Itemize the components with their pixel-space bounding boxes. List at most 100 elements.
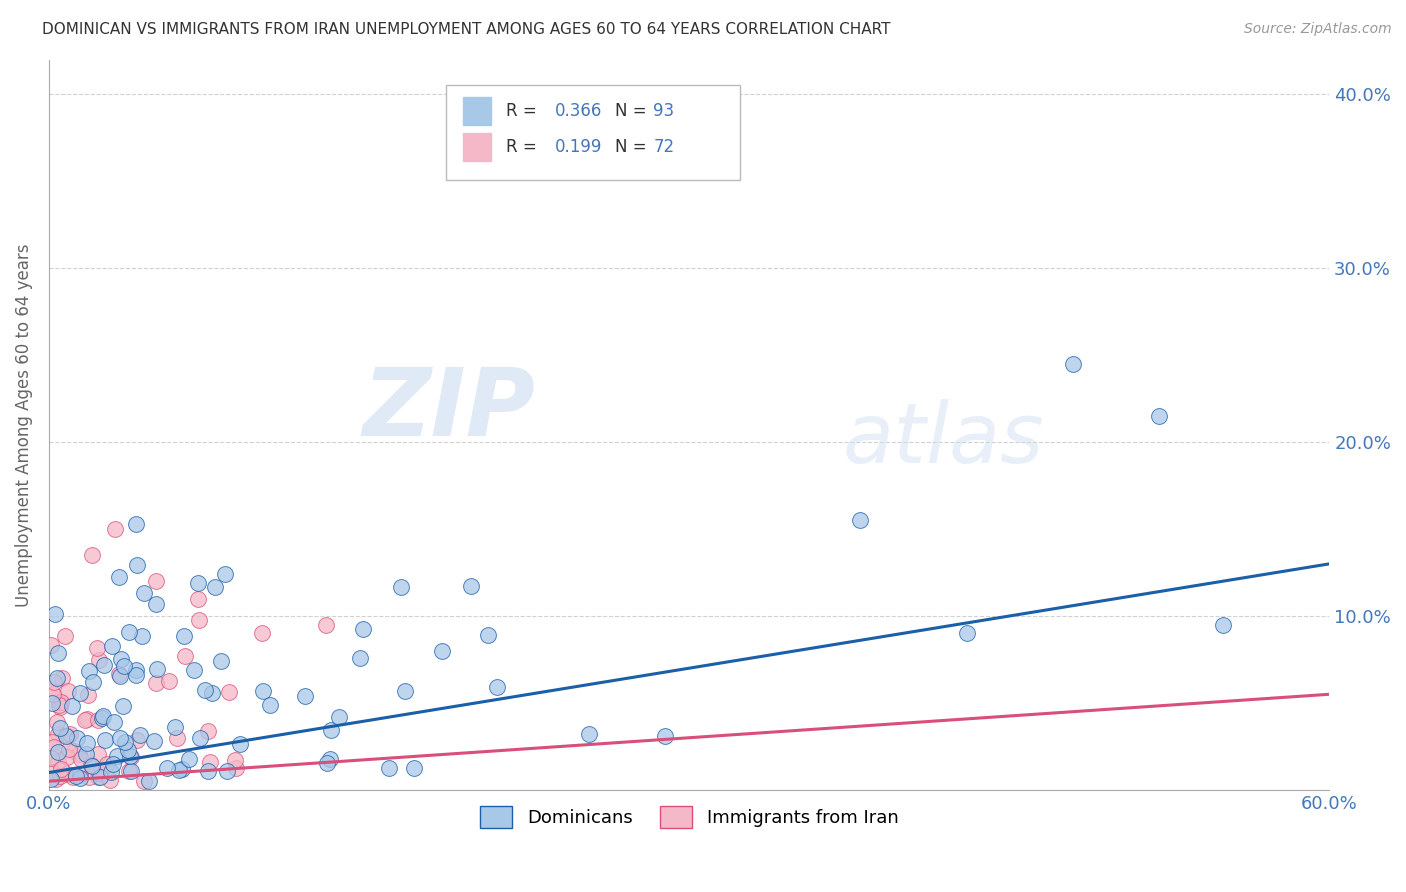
Point <box>76 713 98 727</box>
Point <box>46 714 69 729</box>
Point <box>107 569 129 583</box>
Point <box>93 657 115 672</box>
Bar <box>463 97 491 125</box>
Point <box>127 558 149 573</box>
Point <box>117 764 139 778</box>
Point <box>120 749 142 764</box>
Point <box>157 673 180 688</box>
Point <box>49 695 72 709</box>
Point <box>187 576 209 591</box>
Point <box>77 689 100 703</box>
Point <box>77 664 100 678</box>
Point <box>127 732 149 747</box>
Point <box>86 747 108 762</box>
Point <box>319 723 342 737</box>
Point <box>44 740 66 755</box>
Point <box>145 597 167 611</box>
Point <box>197 764 219 779</box>
Point <box>44 607 66 622</box>
Point <box>46 726 69 740</box>
Point <box>394 683 416 698</box>
Point <box>174 649 197 664</box>
Point <box>42 675 65 690</box>
Point <box>111 699 134 714</box>
Point <box>103 714 125 729</box>
Text: ZIP: ZIP <box>363 364 536 456</box>
Point <box>117 743 139 757</box>
Point <box>145 662 167 676</box>
Text: R =: R = <box>506 138 543 156</box>
Point <box>316 756 339 770</box>
Point <box>349 651 371 665</box>
Point <box>82 759 104 773</box>
Point <box>198 755 221 769</box>
Point <box>46 745 69 759</box>
Point <box>138 773 160 788</box>
Point <box>89 653 111 667</box>
Point <box>58 729 80 743</box>
Point <box>128 728 150 742</box>
Point <box>91 710 114 724</box>
Point <box>104 522 127 536</box>
Point <box>485 680 508 694</box>
Point <box>49 769 72 783</box>
Point <box>101 639 124 653</box>
Point <box>75 713 97 727</box>
Point <box>58 684 80 698</box>
FancyBboxPatch shape <box>446 85 741 180</box>
Point <box>204 580 226 594</box>
Point <box>209 655 232 669</box>
Point <box>89 770 111 784</box>
Point <box>404 761 426 775</box>
Bar <box>463 134 491 161</box>
Point <box>59 727 82 741</box>
Point <box>259 698 281 713</box>
Point <box>378 761 401 775</box>
Point <box>75 747 97 761</box>
Point <box>720 148 742 162</box>
Point <box>49 762 72 776</box>
Point <box>46 671 69 685</box>
Point <box>69 767 91 781</box>
Point <box>125 517 148 532</box>
Point <box>125 664 148 678</box>
Point <box>654 729 676 743</box>
Point <box>77 770 100 784</box>
Point <box>39 684 62 698</box>
Point <box>41 696 63 710</box>
Point <box>86 713 108 727</box>
Point <box>143 733 166 747</box>
Point <box>46 646 69 660</box>
Point <box>252 626 274 640</box>
Point <box>849 513 872 527</box>
Point <box>108 669 131 683</box>
Point <box>328 710 350 724</box>
Point <box>69 686 91 700</box>
Point <box>167 763 190 777</box>
Point <box>177 752 200 766</box>
Point <box>224 753 246 767</box>
Text: Source: ZipAtlas.com: Source: ZipAtlas.com <box>1244 22 1392 37</box>
Point <box>187 613 209 627</box>
Point <box>108 731 131 745</box>
Point <box>58 742 80 756</box>
Text: 72: 72 <box>654 138 675 156</box>
Point <box>955 626 977 640</box>
Point <box>156 761 179 775</box>
Point <box>41 764 63 779</box>
Point <box>67 747 90 762</box>
Point <box>218 684 240 698</box>
Point <box>41 639 63 653</box>
Point <box>41 687 63 701</box>
Point <box>215 764 238 779</box>
Text: R =: R = <box>506 102 543 120</box>
Point <box>65 769 87 783</box>
Point <box>48 698 70 713</box>
Point <box>112 659 135 673</box>
Text: DOMINICAN VS IMMIGRANTS FROM IRAN UNEMPLOYMENT AMONG AGES 60 TO 64 YEARS CORRELA: DOMINICAN VS IMMIGRANTS FROM IRAN UNEMPL… <box>42 22 890 37</box>
Text: atlas: atlas <box>842 399 1045 480</box>
Point <box>197 724 219 739</box>
Point <box>1062 357 1084 371</box>
Point <box>389 580 412 594</box>
Point <box>53 629 76 643</box>
